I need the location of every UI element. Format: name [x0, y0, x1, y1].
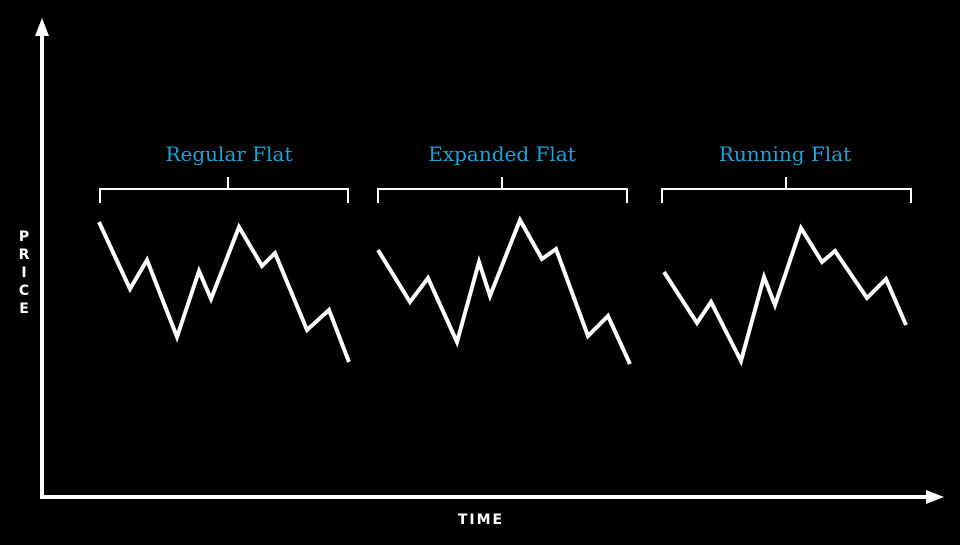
pattern-title: Expanded Flat — [428, 142, 576, 166]
pattern-title: Regular Flat — [165, 142, 292, 166]
y-axis-arrow-icon — [35, 18, 49, 36]
y-axis-label: P R I C E — [19, 229, 30, 317]
y-axis-label-letter: R — [19, 247, 30, 263]
bracket — [661, 177, 912, 203]
bracket — [99, 177, 349, 203]
y-axis-label-letter: C — [19, 283, 29, 299]
pattern-running-flat: Running Flat — [661, 142, 912, 367]
y-axis-label-letter: P — [19, 229, 29, 245]
pattern-expanded-flat: Expanded Flat — [376, 142, 632, 365]
y-axis-label-letter: I — [21, 265, 26, 281]
price-wave-line — [662, 223, 908, 367]
price-wave-line — [97, 221, 351, 363]
x-axis-arrow-icon — [926, 490, 944, 504]
pattern-regular-flat: Regular Flat — [97, 142, 351, 363]
pattern-title: Running Flat — [719, 142, 851, 166]
bracket — [377, 177, 628, 203]
x-axis-label: TIME — [458, 512, 504, 528]
y-axis-label-letter: E — [19, 301, 29, 317]
price-wave-line — [376, 215, 632, 365]
